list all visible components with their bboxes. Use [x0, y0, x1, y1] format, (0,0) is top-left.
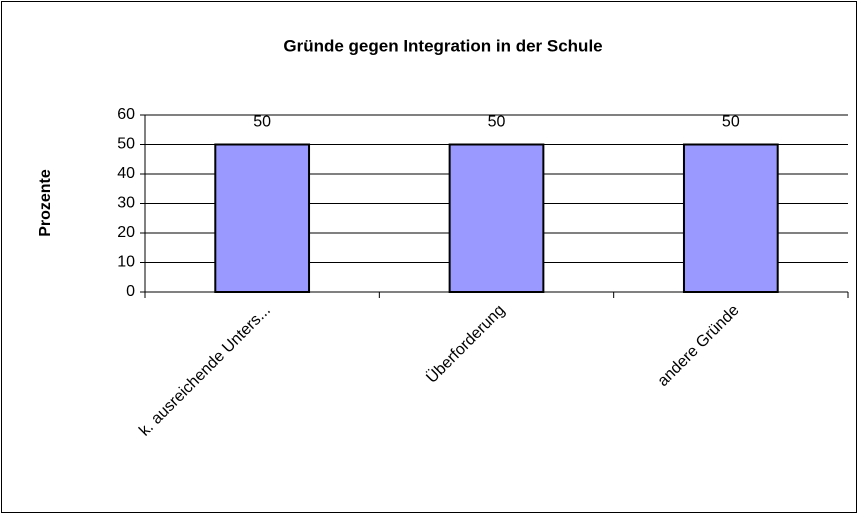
y-tick-label: 0 — [126, 283, 135, 300]
bar — [682, 143, 779, 293]
bar — [214, 143, 311, 293]
y-tick-label: 50 — [117, 136, 135, 153]
data-label: 50 — [722, 114, 740, 131]
y-tick-label: 20 — [117, 224, 135, 241]
bar — [448, 143, 545, 293]
y-tick-label: 10 — [117, 254, 135, 271]
chart-title: Gründe gegen Integration in der Schule — [283, 36, 602, 55]
y-tick-label: 30 — [117, 195, 135, 212]
y-tick-label: 40 — [117, 165, 135, 182]
data-label: 50 — [253, 114, 271, 131]
data-label: 50 — [488, 114, 506, 131]
y-axis-label: Prozente — [37, 169, 54, 237]
y-tick-label: 60 — [117, 106, 135, 123]
